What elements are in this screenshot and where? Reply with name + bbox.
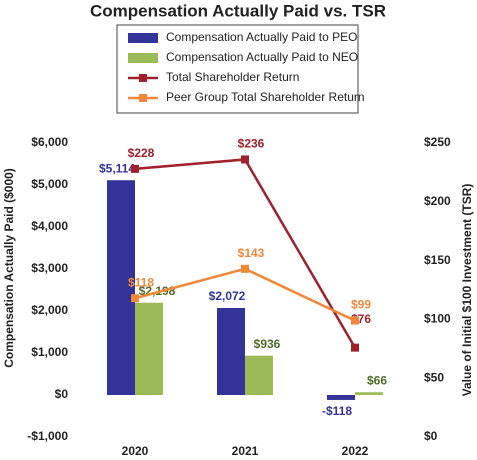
legend-label: Peer Group Total Shareholder Return xyxy=(166,90,365,104)
y-tick-label: $1,000 xyxy=(31,345,68,359)
data-label: $99 xyxy=(351,298,371,312)
data-label: $2,072 xyxy=(209,289,246,303)
y2-tick-label: $250 xyxy=(424,135,451,149)
y-tick-label: $6,000 xyxy=(31,135,68,149)
y-tick-label: $3,000 xyxy=(31,261,68,275)
chart-title: Compensation Actually Paid vs. TSR xyxy=(90,1,386,20)
y2-tick-label: $150 xyxy=(424,253,451,267)
y-tick-label: $2,000 xyxy=(31,303,68,317)
y-tick-label: -$1,000 xyxy=(27,429,68,443)
data-label: $228 xyxy=(128,146,155,160)
y2-tick-label: $200 xyxy=(424,194,451,208)
x-tick-label: 2022 xyxy=(342,444,369,458)
y2-tick-label: $0 xyxy=(424,429,438,443)
bar xyxy=(135,302,163,395)
line-marker xyxy=(131,294,139,303)
x-tick-label: 2020 xyxy=(122,444,149,458)
legend-swatch xyxy=(128,33,158,43)
data-label: $66 xyxy=(367,373,387,387)
line-marker xyxy=(351,343,359,352)
data-label: $236 xyxy=(238,137,265,151)
line-marker xyxy=(241,155,249,164)
data-label: -$118 xyxy=(322,404,352,418)
legend-swatch xyxy=(128,53,158,63)
y2-axis-title: Value of Initial $100 Investment (TSR) xyxy=(460,184,474,397)
y-tick-label: $5,000 xyxy=(31,177,68,191)
legend-label: Total Shareholder Return xyxy=(166,70,299,84)
legend-marker xyxy=(139,94,147,102)
y2-tick-label: $100 xyxy=(424,312,451,326)
y-tick-label: $4,000 xyxy=(31,219,68,233)
legend-label: Compensation Actually Paid to NEO xyxy=(166,50,358,64)
line-marker xyxy=(241,264,249,273)
bar xyxy=(245,355,273,395)
line-marker xyxy=(351,316,359,325)
y-tick-label: $0 xyxy=(55,387,69,401)
bar xyxy=(355,392,383,395)
data-label: $118 xyxy=(128,275,154,289)
line-marker xyxy=(131,164,139,173)
bar xyxy=(327,395,355,400)
legend-marker xyxy=(139,74,147,82)
y2-tick-label: $50 xyxy=(424,370,444,384)
y-axis-title: Compensation Actually Paid ($000) xyxy=(2,168,16,368)
data-label: $5,114 xyxy=(99,161,135,175)
legend-label: Compensation Actually Paid to PEO xyxy=(166,30,357,44)
bar xyxy=(217,307,245,395)
data-label: $936 xyxy=(254,337,281,351)
x-tick-label: 2021 xyxy=(232,444,259,458)
bar xyxy=(107,180,135,395)
data-label: $143 xyxy=(238,246,265,260)
